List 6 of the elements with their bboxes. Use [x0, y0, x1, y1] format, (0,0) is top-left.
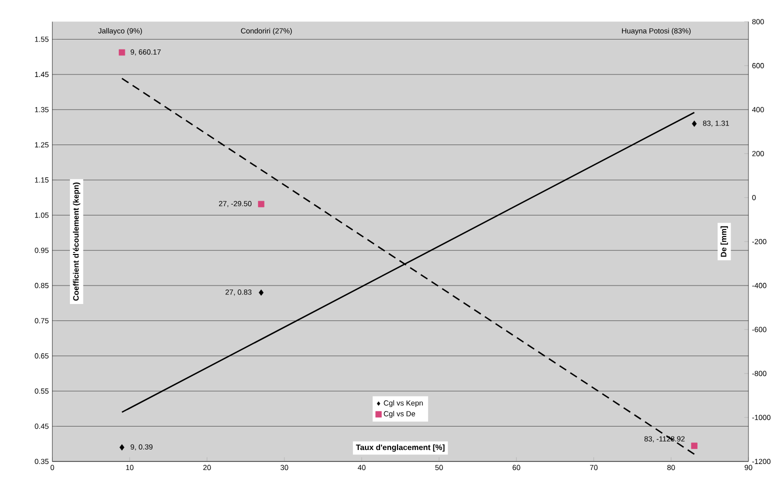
point	[691, 442, 698, 449]
point	[258, 289, 264, 296]
point	[258, 200, 264, 208]
point	[692, 120, 697, 127]
point	[120, 444, 124, 450]
point	[118, 49, 126, 56]
